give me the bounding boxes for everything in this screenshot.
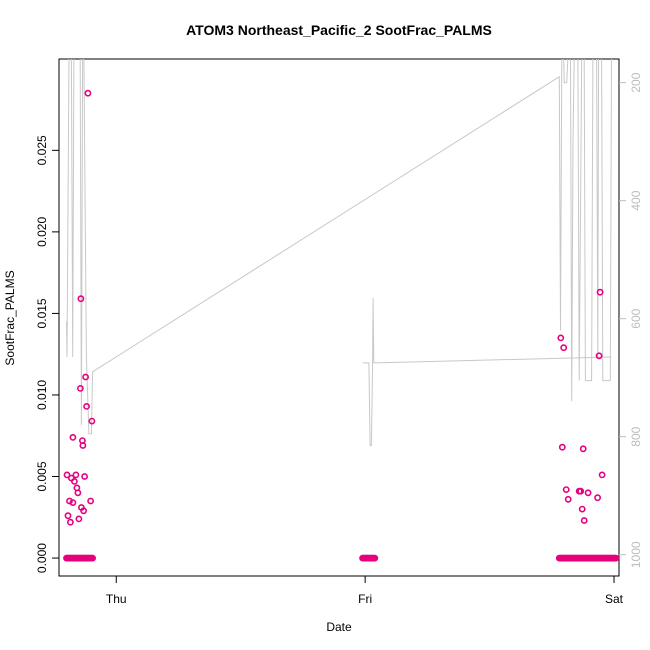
data-point — [564, 495, 572, 503]
y-tick-label: 0.020 — [35, 217, 49, 247]
pressure-line-layer — [66, 59, 612, 447]
plot-frame — [58, 58, 620, 577]
data-point — [598, 471, 606, 479]
data-point — [87, 497, 94, 505]
x-tick-label: Fri — [358, 592, 372, 606]
data-point — [557, 334, 565, 342]
x-axis-label: Date — [326, 620, 352, 634]
data-point — [67, 518, 74, 526]
data-point — [72, 471, 80, 479]
data-point — [579, 445, 587, 453]
data-point — [82, 373, 89, 381]
y-axis-left: 0.000 0.005 0.010 0.015 0.020 0.025 — [35, 135, 60, 573]
y2-tick-label: 400 — [629, 190, 643, 210]
data-point — [578, 505, 586, 513]
data-point — [596, 288, 604, 296]
data-point — [81, 473, 88, 480]
data-points-layer — [63, 89, 620, 562]
data-point — [66, 497, 73, 505]
data-point — [88, 417, 96, 425]
y-tick-label: 0.025 — [35, 135, 49, 165]
y2-tick-label: 200 — [629, 72, 643, 92]
x-tick-label: Sat — [605, 592, 624, 606]
data-point — [71, 477, 78, 485]
pressure-line — [66, 59, 612, 435]
data-point — [77, 384, 84, 392]
data-point — [580, 517, 588, 524]
data-point — [84, 89, 92, 97]
data-point — [64, 512, 72, 520]
y-tick-label: 0.005 — [35, 461, 49, 491]
x-tick-label: Thu — [106, 592, 127, 606]
data-point — [80, 507, 87, 515]
pressure-line-fri — [362, 297, 612, 447]
data-point — [577, 487, 585, 495]
data-point — [595, 352, 603, 360]
data-point — [77, 295, 85, 303]
y2-tick-label: 800 — [629, 426, 643, 446]
data-point — [63, 471, 71, 479]
data-point — [69, 499, 77, 506]
y2-tick-label: 1000 — [629, 541, 643, 568]
data-point — [558, 443, 566, 451]
y2-tick-label: 600 — [629, 308, 643, 328]
chart-title: ATOM3 Northeast_Pacific_2 SootFrac_PALMS — [186, 22, 492, 38]
data-point-zero — [89, 554, 96, 562]
y-tick-label: 0.015 — [35, 298, 49, 328]
data-point — [83, 402, 90, 410]
y-axis-right: 200 400 600 800 1000 — [619, 72, 643, 568]
data-point — [74, 489, 82, 497]
data-point — [560, 344, 568, 352]
data-point — [584, 489, 592, 497]
data-point — [594, 494, 601, 502]
data-point — [562, 486, 570, 493]
y-tick-label: 0.000 — [35, 543, 49, 573]
x-axis: Thu Fri Sat — [106, 575, 624, 606]
data-point — [69, 433, 77, 441]
data-point — [75, 515, 83, 523]
y-tick-label: 0.010 — [35, 380, 49, 410]
data-point-zero — [371, 554, 379, 562]
data-point — [79, 442, 87, 449]
data-point-zero — [612, 554, 620, 562]
y-axis-label: SootFrac_PALMS — [3, 270, 17, 365]
